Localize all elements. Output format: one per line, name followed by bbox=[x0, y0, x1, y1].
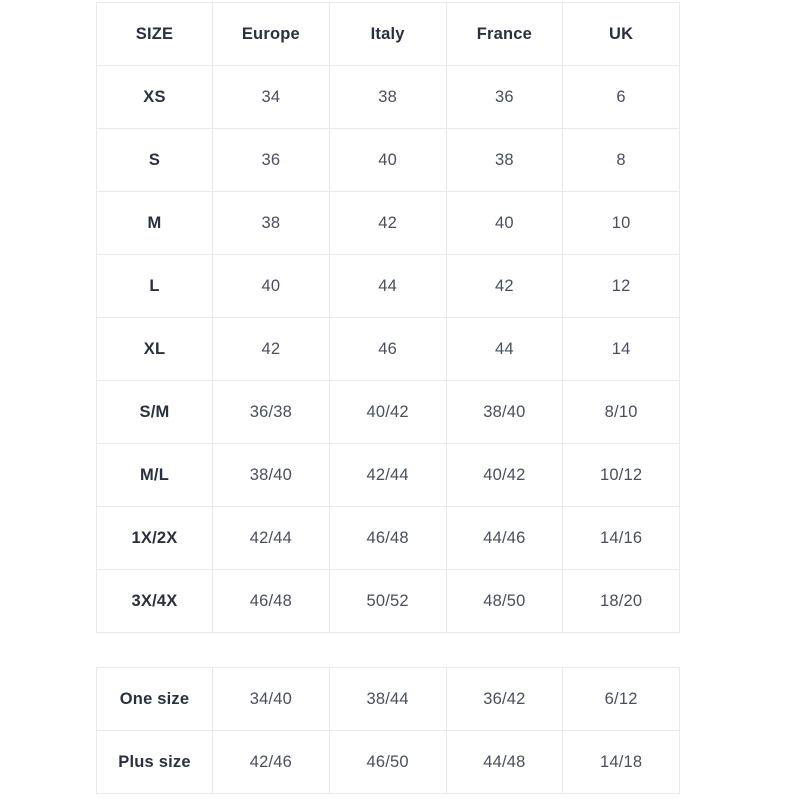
table-row: L 40 44 42 12 bbox=[96, 254, 680, 318]
row-label: M bbox=[96, 191, 213, 255]
table-row: 3X/4X 46/48 50/52 48/50 18/20 bbox=[96, 569, 680, 633]
cell-italy: 44 bbox=[328, 254, 447, 318]
cell-europe: 36/38 bbox=[212, 380, 330, 444]
table-row: M/L 38/40 42/44 40/42 10/12 bbox=[96, 443, 680, 507]
cell-europe: 34/40 bbox=[212, 667, 330, 731]
one-size-conversion-table: One size 34/40 38/44 36/42 6/12 Plus siz… bbox=[96, 667, 680, 794]
cell-france: 44/48 bbox=[445, 730, 564, 794]
row-label: XS bbox=[96, 65, 213, 129]
cell-europe: 42/46 bbox=[212, 730, 330, 794]
row-label: S bbox=[96, 128, 213, 192]
cell-italy: 42/44 bbox=[328, 443, 447, 507]
cell-europe: 38/40 bbox=[212, 443, 330, 507]
cell-italy: 42 bbox=[328, 191, 447, 255]
cell-france: 40/42 bbox=[445, 443, 564, 507]
cell-uk: 8 bbox=[562, 128, 680, 192]
cell-uk: 12 bbox=[562, 254, 680, 318]
row-label: One size bbox=[96, 667, 213, 731]
table-row: S/M 36/38 40/42 38/40 8/10 bbox=[96, 380, 680, 444]
cell-france: 42 bbox=[445, 254, 564, 318]
cell-uk: 8/10 bbox=[562, 380, 680, 444]
column-header-france: France bbox=[445, 2, 564, 66]
standard-size-conversion-table: SIZE Europe Italy France UK XS 34 38 36 … bbox=[96, 2, 680, 633]
cell-france: 40 bbox=[445, 191, 564, 255]
table-body: XS 34 38 36 6 S 36 40 38 8 M 38 42 40 10 bbox=[96, 65, 680, 633]
table-row: One size 34/40 38/44 36/42 6/12 bbox=[96, 667, 680, 731]
cell-uk: 10 bbox=[562, 191, 680, 255]
row-label: S/M bbox=[96, 380, 213, 444]
row-label: M/L bbox=[96, 443, 213, 507]
cell-france: 36/42 bbox=[445, 667, 564, 731]
cell-europe: 34 bbox=[212, 65, 330, 129]
column-header-europe: Europe bbox=[212, 2, 330, 66]
row-label: XL bbox=[96, 317, 213, 381]
table-row: Plus size 42/46 46/50 44/48 14/18 bbox=[96, 730, 680, 794]
cell-uk: 14/16 bbox=[562, 506, 680, 570]
cell-uk: 6/12 bbox=[562, 667, 680, 731]
cell-france: 44 bbox=[445, 317, 564, 381]
table-header: SIZE Europe Italy France UK bbox=[96, 2, 680, 66]
cell-france: 38/40 bbox=[445, 380, 564, 444]
cell-italy: 38/44 bbox=[328, 667, 447, 731]
cell-italy: 40/42 bbox=[328, 380, 447, 444]
cell-uk: 14 bbox=[562, 317, 680, 381]
table-body: One size 34/40 38/44 36/42 6/12 Plus siz… bbox=[96, 667, 680, 794]
row-label: 1X/2X bbox=[96, 506, 213, 570]
cell-italy: 50/52 bbox=[328, 569, 447, 633]
header-row: SIZE Europe Italy France UK bbox=[96, 2, 680, 66]
table-row: XS 34 38 36 6 bbox=[96, 65, 680, 129]
cell-france: 44/46 bbox=[445, 506, 564, 570]
cell-france: 36 bbox=[445, 65, 564, 129]
table-row: 1X/2X 42/44 46/48 44/46 14/16 bbox=[96, 506, 680, 570]
cell-france: 48/50 bbox=[445, 569, 564, 633]
table-row: XL 42 46 44 14 bbox=[96, 317, 680, 381]
cell-italy: 46/50 bbox=[328, 730, 447, 794]
row-label: 3X/4X bbox=[96, 569, 213, 633]
column-header-italy: Italy bbox=[328, 2, 447, 66]
cell-europe: 42/44 bbox=[212, 506, 330, 570]
cell-italy: 40 bbox=[328, 128, 447, 192]
cell-uk: 6 bbox=[562, 65, 680, 129]
cell-france: 38 bbox=[445, 128, 564, 192]
cell-uk: 10/12 bbox=[562, 443, 680, 507]
row-label: Plus size bbox=[96, 730, 213, 794]
cell-italy: 46 bbox=[328, 317, 447, 381]
row-label: L bbox=[96, 254, 213, 318]
cell-europe: 36 bbox=[212, 128, 330, 192]
column-header-size: SIZE bbox=[96, 2, 213, 66]
table-row: S 36 40 38 8 bbox=[96, 128, 680, 192]
cell-europe: 46/48 bbox=[212, 569, 330, 633]
cell-uk: 18/20 bbox=[562, 569, 680, 633]
cell-uk: 14/18 bbox=[562, 730, 680, 794]
table-row: M 38 42 40 10 bbox=[96, 191, 680, 255]
cell-italy: 38 bbox=[328, 65, 447, 129]
cell-europe: 40 bbox=[212, 254, 330, 318]
cell-europe: 42 bbox=[212, 317, 330, 381]
cell-italy: 46/48 bbox=[328, 506, 447, 570]
cell-europe: 38 bbox=[212, 191, 330, 255]
column-header-uk: UK bbox=[562, 2, 680, 66]
